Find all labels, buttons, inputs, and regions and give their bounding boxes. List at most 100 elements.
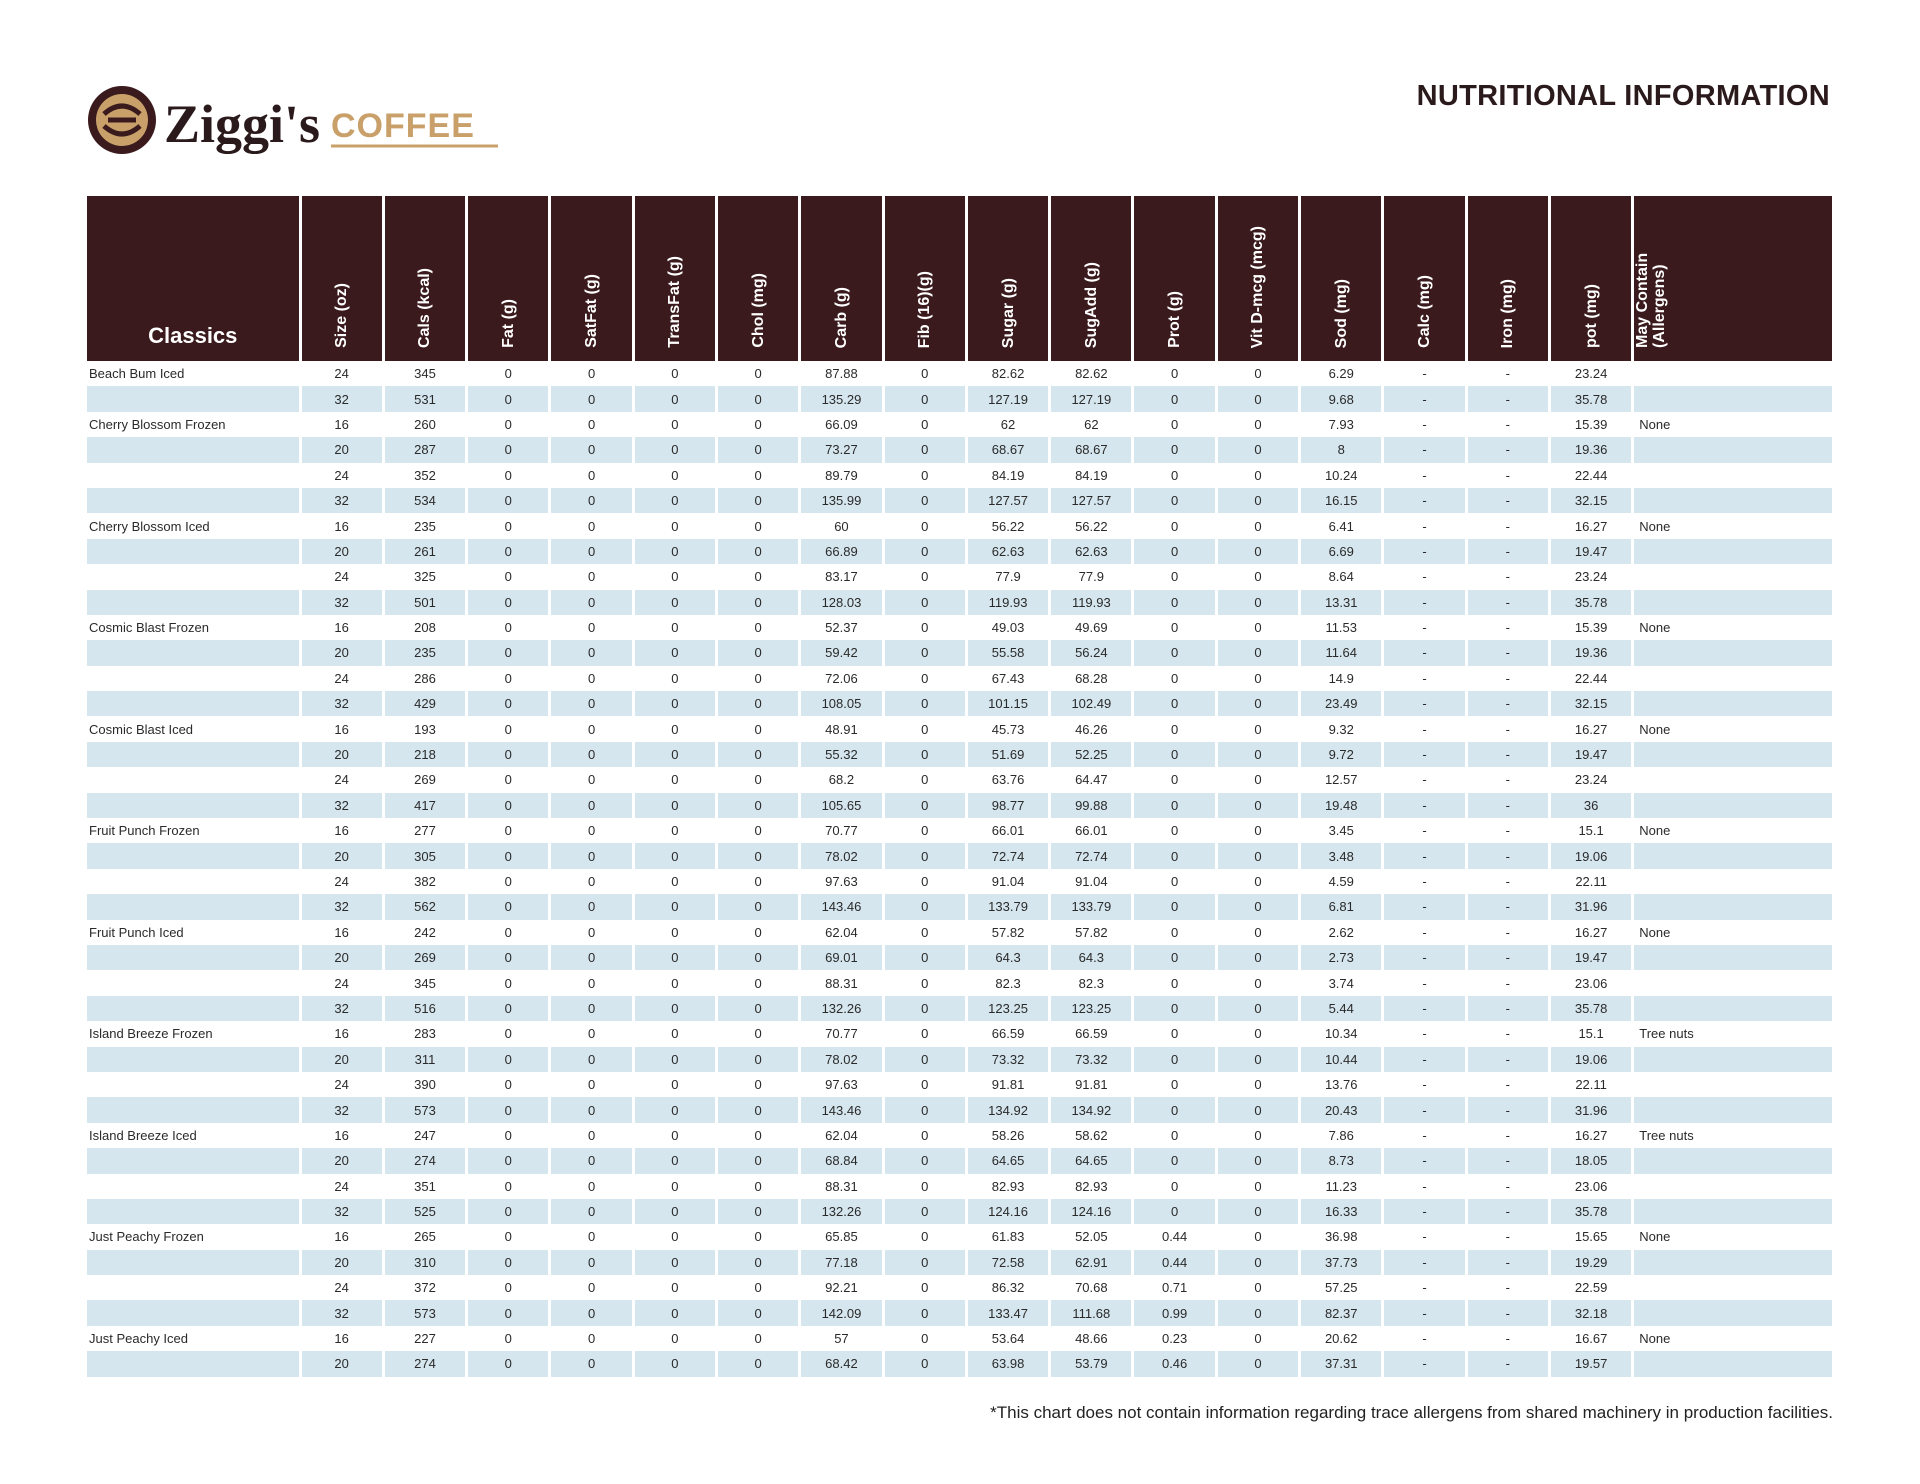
table-cell: 0: [881, 665, 967, 692]
table-cell: [87, 538, 301, 565]
table-cell: 0: [631, 640, 717, 666]
table-cell: 32: [298, 1097, 384, 1123]
table-cell: -: [1464, 1351, 1550, 1377]
table-cell: 24: [298, 1173, 384, 1199]
table-cell: 15.39: [1547, 411, 1633, 438]
table-cell: 68.67: [1048, 437, 1133, 463]
table-cell: 0: [465, 1148, 550, 1174]
column-header: Carb (g): [798, 196, 884, 361]
table-cell: 11.53: [1298, 614, 1383, 641]
table-cell: 72.58: [964, 1249, 1050, 1276]
table-cell: 0: [1131, 716, 1217, 742]
table-cell: 0: [1214, 386, 1300, 412]
table-cell: 0: [548, 792, 634, 819]
table-cell: -: [1464, 843, 1550, 869]
table-cell: 62: [1048, 411, 1133, 438]
table-cell: 0: [465, 1351, 550, 1377]
table-cell: 235: [381, 640, 467, 666]
table-cell: 351: [381, 1173, 467, 1199]
table-cell: [87, 666, 300, 691]
table-cell: [1631, 564, 1832, 590]
table-cell: 0: [881, 1275, 967, 1301]
table-cell: 86.32: [964, 1275, 1050, 1301]
table-cell: 0: [714, 564, 800, 590]
table-cell: 534: [381, 487, 467, 514]
table-cell: 127.57: [964, 487, 1050, 514]
table-cell: 0: [714, 818, 800, 844]
table-cell: 48.66: [1048, 1325, 1133, 1352]
table-cell: [87, 792, 301, 819]
table-cell: 0: [714, 919, 800, 945]
table-cell: 19.29: [1547, 1249, 1633, 1276]
table-cell: 0: [714, 462, 800, 488]
table-cell: 0: [1214, 919, 1300, 945]
table-cell: [1631, 1300, 1832, 1326]
table-cell: [1631, 767, 1832, 793]
table-cell: 6.41: [1298, 513, 1383, 539]
table-cell: 3.48: [1298, 843, 1383, 869]
table-cell: 78.02: [798, 1046, 884, 1072]
table-cell: 0: [1131, 1122, 1217, 1149]
table-cell: 78.02: [798, 843, 884, 869]
table-cell: 32: [298, 995, 384, 1022]
table-cell: 8: [1298, 437, 1383, 463]
table-cell: 70.77: [798, 1021, 884, 1047]
table-cell: 45.73: [964, 716, 1050, 742]
table-cell: 0: [881, 1046, 967, 1072]
table-cell: -: [1381, 462, 1467, 488]
table-cell: 0: [1214, 894, 1300, 920]
table-cell: 134.92: [1048, 1097, 1133, 1123]
table-cell: 0: [714, 437, 800, 463]
table-cell: 12.57: [1298, 767, 1383, 793]
table-cell: Island Breeze Iced: [89, 1127, 197, 1143]
table-cell: 68.42: [798, 1351, 884, 1377]
table-cell: 0: [631, 792, 717, 819]
table-row: 20 287 0 0 0 0 73.27 0 68.67 68.67 0 0 8- -19.36: [87, 437, 1832, 463]
table-cell: 61.83: [964, 1224, 1050, 1250]
table-cell: 0: [465, 792, 550, 819]
table-cell: 64.3: [964, 944, 1050, 971]
table-row: 32 573 0 0 0 0 142.09 0 133.47 111.68 0.99 0 82.37- -…: [87, 1300, 1832, 1326]
table-cell: 0: [465, 970, 550, 996]
table-cell: [1631, 1148, 1832, 1174]
table-cell: 37.73: [1298, 1249, 1383, 1276]
table-cell: 0: [1131, 411, 1217, 438]
table-cell: -: [1464, 767, 1550, 793]
table-cell: 0: [631, 1071, 717, 1098]
table-cell: 0: [714, 1046, 800, 1072]
table-cell: 128.03: [798, 589, 884, 615]
table-cell: 16.33: [1298, 1198, 1383, 1225]
column-header: Classics: [87, 196, 301, 361]
table-cell: 0: [881, 361, 967, 387]
table-cell: 0: [714, 995, 800, 1022]
table-cell: 0: [881, 1021, 967, 1047]
table-cell: [87, 944, 301, 971]
table-cell: 0: [1214, 843, 1300, 869]
table-cell: 0: [881, 462, 967, 488]
table-cell: [1631, 970, 1832, 996]
table-cell: 66.01: [964, 818, 1050, 844]
table-cell: 0: [631, 437, 717, 463]
column-header-text: Iron (mg): [1499, 278, 1517, 348]
table-cell: 0: [548, 995, 634, 1022]
table-cell: 2.62: [1298, 919, 1383, 945]
table-cell: 0: [631, 614, 717, 641]
table-cell: 22.59: [1547, 1275, 1633, 1301]
table-cell: 0: [631, 1351, 717, 1377]
table-cell: 62: [964, 411, 1050, 438]
table-cell: -: [1464, 691, 1550, 717]
table-cell: 3.45: [1298, 818, 1383, 844]
table-cell: -: [1381, 944, 1467, 971]
table-cell: 77.18: [798, 1249, 884, 1276]
table-cell: 16: [298, 1122, 384, 1149]
table-row: Just Peachy Iced 16 227 0 0 0 0 57 0 53.64 48.66 0.…: [87, 1325, 1832, 1352]
table-cell: -: [1464, 919, 1550, 945]
table-cell: -: [1464, 513, 1550, 539]
table-cell: 0: [548, 944, 634, 971]
table-cell: 0: [881, 716, 967, 742]
column-header: Cals (kcal): [381, 196, 467, 361]
table-cell: -: [1381, 487, 1467, 514]
table-cell: 72.74: [1048, 843, 1133, 869]
table-cell: 0: [631, 538, 717, 565]
table-cell: 0: [548, 843, 634, 869]
